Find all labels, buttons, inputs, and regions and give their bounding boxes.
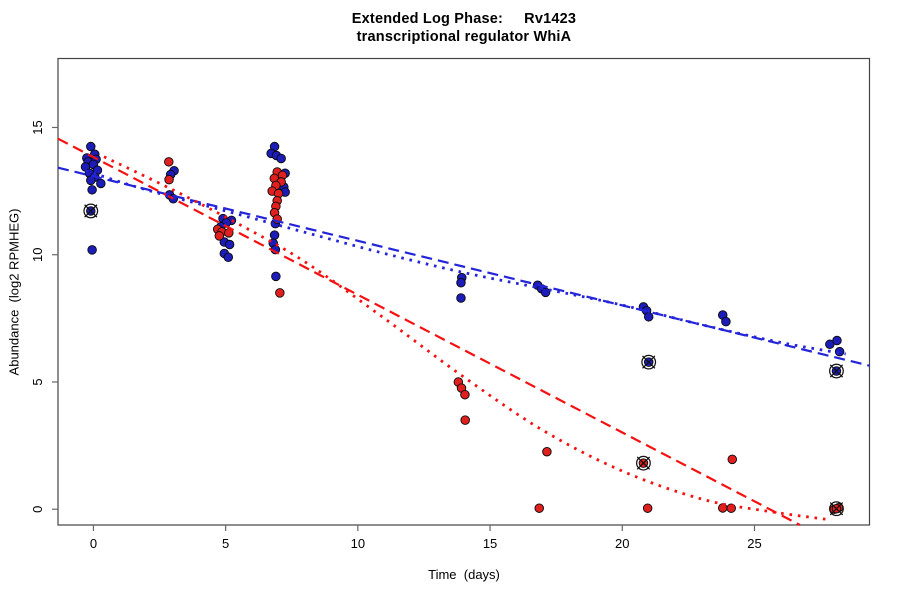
blue-point	[86, 175, 96, 186]
blue-point	[87, 245, 97, 255]
x-marker-stroke	[829, 502, 844, 516]
blue-point	[456, 293, 466, 303]
red-dotted-trendline	[103, 155, 832, 522]
red-point	[164, 157, 174, 167]
x-tick-label: 20	[615, 536, 629, 551]
chart-title-line2: transcriptional regulator WhiA	[356, 29, 572, 45]
red-point	[275, 288, 285, 298]
blue-longdash-trendline	[57, 166, 870, 367]
circle-marker	[829, 501, 844, 517]
y-tick-label: 15	[30, 120, 45, 134]
blue-point	[224, 239, 235, 250]
red-point	[164, 174, 174, 185]
red-longdash-trendline	[57, 137, 801, 526]
y-axis-title: Abundance (log2 RPMHEG)	[6, 208, 22, 376]
blue-dotted-trendline	[85, 169, 846, 356]
circle-marker	[641, 354, 657, 370]
circle-marker	[829, 363, 844, 379]
y-tick-label: 10	[30, 247, 45, 261]
x-marker-stroke	[84, 204, 98, 218]
blue-point	[96, 178, 106, 189]
blue-point	[87, 185, 97, 195]
plot-box	[57, 57, 871, 526]
red-point	[642, 503, 653, 513]
blue-point	[86, 141, 96, 152]
x-tick-label: 10	[351, 536, 365, 551]
blue-point	[825, 339, 835, 350]
blue-point	[269, 230, 280, 240]
red-point	[214, 231, 225, 241]
y-tick-label: 5	[30, 378, 45, 385]
red-point	[717, 503, 728, 513]
red-point	[460, 389, 470, 400]
x-tick-label: 5	[222, 536, 229, 551]
red-point	[727, 454, 738, 465]
red-point	[534, 503, 544, 513]
blue-point	[271, 271, 281, 282]
blue-point	[456, 277, 466, 288]
x-axis-title: Time (days)	[428, 567, 500, 582]
blue-point	[223, 252, 234, 263]
chart-title-line1: Extended Log Phase: Rv1423	[351, 11, 577, 27]
x-marker-stroke	[829, 364, 844, 378]
blue-point	[832, 335, 842, 346]
blue-point	[721, 316, 731, 327]
blue-point	[276, 153, 286, 164]
x-tick-label: 25	[747, 536, 761, 551]
x-marker-stroke	[636, 456, 651, 470]
x-marker-stroke	[642, 355, 656, 369]
x-tick-label: 15	[483, 536, 497, 551]
red-point	[726, 503, 736, 513]
circle-marker	[83, 203, 99, 219]
blue-point	[540, 287, 551, 298]
circle-marker	[635, 455, 651, 471]
red-point	[542, 446, 552, 457]
y-tick-label: 0	[30, 506, 45, 513]
blue-point	[643, 312, 654, 322]
x-tick-label: 0	[90, 536, 97, 551]
red-point	[460, 415, 470, 425]
